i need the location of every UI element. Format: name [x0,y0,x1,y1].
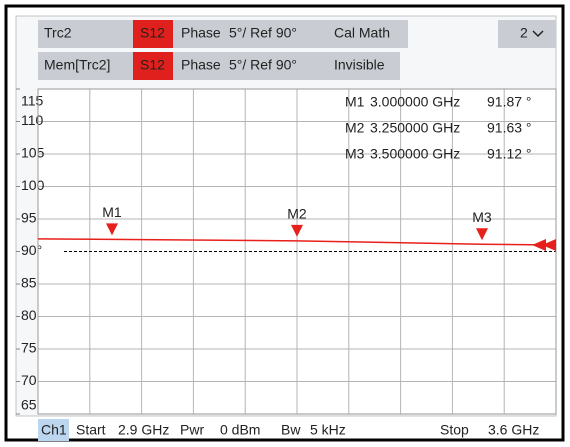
y-tick-label: 80 [21,307,37,323]
footer-channel[interactable]: Ch1 [41,422,67,438]
y-tick-label: 100 [21,177,45,193]
marker-readout-name: M1 [345,94,365,110]
header-cell[interactable]: Cal Math [334,25,390,41]
header-cell[interactable]: Mem[Trc2] [44,57,110,73]
channel-badge[interactable] [38,419,69,441]
footer-item: Start [76,422,106,438]
y-tick-label: 65 [21,397,37,413]
y-tick-label: 95 [21,210,37,226]
footer-item: 0 dBm [220,422,260,438]
param-badge [133,20,173,48]
y-tick-label: 85 [21,275,37,291]
header-cell[interactable]: 5°/ Ref 90° [229,57,297,73]
y-tick-label: 105 [21,145,45,161]
header-row [38,20,408,48]
header-cell[interactable]: Phase [181,57,221,73]
chevron [532,30,544,38]
channel-select[interactable] [498,20,556,48]
marker-readout-value: 91.87 ° [487,94,532,110]
marker-readout-name: M2 [345,120,365,136]
marker-readout-x: 3.250000 GHz [370,120,460,136]
footer-item: 5 kHz [310,422,346,438]
marker-readout-x: 3.500000 GHz [370,146,460,162]
y-tick-label: 90° [21,242,42,258]
y-tick-label: 70 [21,372,37,388]
channel-number[interactable]: 2 [520,25,528,41]
param-badge [133,52,173,80]
header-cell[interactable]: 5°/ Ref 90° [229,25,297,41]
header-cell[interactable]: Trc2 [44,25,72,41]
footer-item: Bw [281,422,301,438]
y-tick-label: 115 [21,93,44,109]
plot-border [37,88,557,415]
header-cell[interactable]: S12 [140,57,165,73]
y-tick-label: 110 [21,112,44,128]
marker-label: M3 [472,209,492,225]
footer-item: 2.9 GHz [118,422,169,438]
trace [37,238,557,246]
marker-readout-value: 91.12 ° [487,146,532,162]
trace-edge-arrow [532,239,556,251]
marker [476,228,488,241]
marker-label: M2 [287,206,307,222]
marker-readout-value: 91.63 ° [487,120,532,136]
header-row [38,52,400,80]
marker [106,223,118,236]
marker-readout-name: M3 [345,146,365,162]
marker-label: M1 [102,204,122,220]
footer-stop: Stop [440,422,469,438]
header-cell[interactable]: Phase [181,25,221,41]
footer-stop: 3.6 GHz [488,422,539,438]
header-cell[interactable]: Invisible [334,57,385,73]
y-tick-label: 75 [21,340,37,356]
footer-item: Pwr [180,422,204,438]
header-cell[interactable]: S12 [140,25,165,41]
marker [291,224,303,237]
marker-readout-x: 3.000000 GHz [370,94,460,110]
